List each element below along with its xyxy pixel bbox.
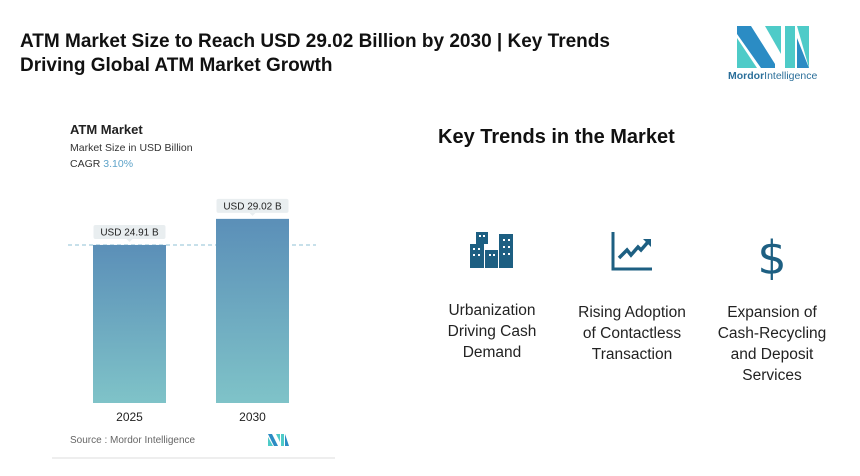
data-label-box [93,224,166,239]
cagr: CAGR 3.10% [70,158,134,170]
key-trends-title: Key Trends in the Market [438,126,675,148]
data-label-pointer [249,212,256,216]
trend-label: Urbanization Driving Cash Demand [447,302,537,361]
bar-2030 [216,218,289,403]
trend-contactless: Rising Adoption of Contactless Transaction [562,230,702,365]
trend-urbanization: Urbanization Driving Cash Demand [422,230,562,363]
mordor-logo [737,26,809,68]
data-label-box [216,198,289,213]
chart-panel [52,113,335,459]
trend-label: Rising Adoption of Contactless Transaction [578,304,686,363]
data-label-pointer [126,238,133,242]
x-tick-label: 2025 [116,410,143,424]
svg-text:$: $ [757,231,786,280]
source-logo-icon [268,434,289,446]
dollar-icon: $ [757,231,786,280]
bar-2025 [93,244,166,403]
cagr-value: 3.10% [103,158,134,170]
x-tick-label: 2030 [239,410,266,424]
buildings-icon [470,232,513,268]
data-label: USD 24.91 B [100,227,159,238]
trend-chart-icon [611,232,652,271]
trend-label: Expansion of Cash-Recycling and Deposit Ser… [717,304,827,384]
trend-cash-recycling: $ Expansion of Cash-Recycling and Deposit S… [702,230,842,386]
logo-text: MordorIntelligence [728,70,818,82]
page-title: ATM Market Size to Reach USD 29.02 Billi… [20,31,610,76]
chart-title: ATM Market [70,122,143,137]
chart-source: Source : Mordor Intelligence [70,435,196,446]
chart-subtitle: Market Size in USD Billion [70,142,193,154]
data-label: USD 29.02 B [223,201,282,212]
